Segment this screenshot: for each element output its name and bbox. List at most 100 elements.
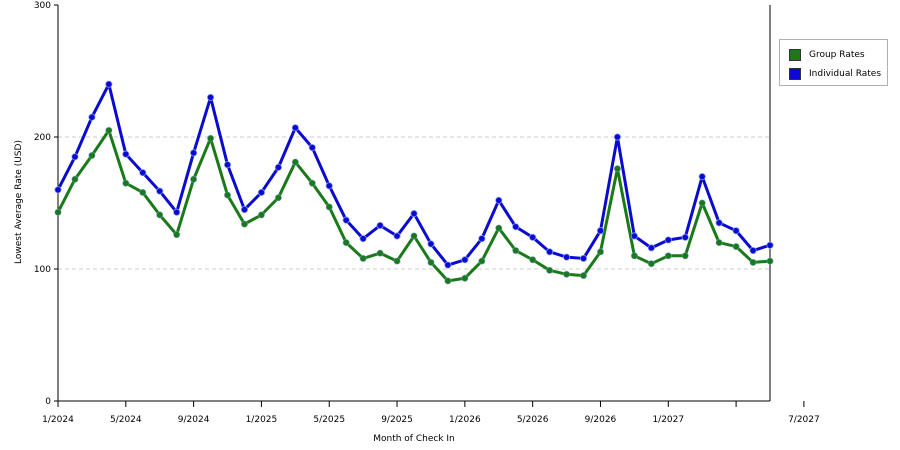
x-tick-label-9-2024: 9/2024 bbox=[178, 415, 210, 425]
point-individual-rates-15 bbox=[308, 143, 316, 152]
point-individual-rates-32 bbox=[596, 227, 605, 235]
point-group-rates-13 bbox=[274, 194, 282, 202]
point-group-rates-27 bbox=[512, 246, 520, 255]
x-tick-label-5-2024: 5/2024 bbox=[110, 415, 142, 425]
y-tick-label-200: 200 bbox=[34, 133, 51, 143]
x-tick-label-1-2026: 1/2026 bbox=[449, 415, 481, 425]
point-individual-rates-31 bbox=[579, 254, 588, 263]
point-individual-rates-19 bbox=[376, 221, 384, 230]
legend: Group Rates Individual Rates bbox=[779, 39, 888, 86]
point-individual-rates-12 bbox=[257, 188, 266, 197]
point-individual-rates-25 bbox=[478, 235, 486, 243]
point-group-rates-35 bbox=[647, 260, 655, 268]
point-group-rates-4 bbox=[122, 179, 130, 187]
point-group-rates-34 bbox=[630, 252, 638, 260]
point-group-rates-22 bbox=[427, 258, 435, 266]
point-individual-rates-16 bbox=[325, 182, 333, 190]
point-individual-rates-13 bbox=[274, 163, 282, 171]
point-individual-rates-6 bbox=[156, 187, 164, 195]
point-individual-rates-37 bbox=[681, 233, 689, 241]
point-individual-rates-10 bbox=[223, 161, 232, 169]
point-group-rates-41 bbox=[749, 258, 757, 266]
point-individual-rates-18 bbox=[359, 235, 367, 243]
point-group-rates-40 bbox=[732, 242, 740, 251]
point-group-rates-26 bbox=[495, 224, 503, 232]
point-individual-rates-4 bbox=[122, 150, 130, 158]
point-individual-rates-20 bbox=[393, 232, 401, 240]
point-group-rates-20 bbox=[393, 257, 401, 265]
x-axis-title: Month of Check In bbox=[373, 434, 455, 444]
point-individual-rates-17 bbox=[342, 216, 350, 224]
point-group-rates-10 bbox=[223, 191, 232, 199]
point-group-rates-38 bbox=[698, 199, 706, 207]
legend-label-group-rates: Group Rates bbox=[809, 50, 865, 60]
x-tick-label-9-2026: 9/2026 bbox=[585, 415, 617, 425]
point-individual-rates-42 bbox=[766, 241, 774, 249]
point-individual-rates-30 bbox=[562, 253, 571, 261]
legend-swatch-individual-rates bbox=[789, 68, 801, 80]
point-group-rates-21 bbox=[410, 232, 418, 240]
point-individual-rates-7 bbox=[173, 208, 181, 216]
point-group-rates-30 bbox=[562, 270, 571, 278]
point-group-rates-7 bbox=[173, 231, 181, 239]
point-individual-rates-33 bbox=[613, 133, 622, 141]
point-group-rates-1 bbox=[71, 175, 79, 183]
point-individual-rates-9 bbox=[206, 93, 215, 102]
point-individual-rates-41 bbox=[749, 246, 757, 255]
axes bbox=[57, 5, 771, 402]
point-group-rates-36 bbox=[664, 252, 672, 260]
point-group-rates-18 bbox=[359, 254, 367, 263]
point-group-rates-17 bbox=[342, 239, 350, 247]
point-group-rates-28 bbox=[529, 256, 537, 264]
point-group-rates-25 bbox=[478, 257, 486, 265]
point-individual-rates-22 bbox=[427, 240, 435, 248]
point-individual-rates-21 bbox=[410, 209, 418, 218]
legend-label-individual-rates: Individual Rates bbox=[809, 69, 882, 79]
point-group-rates-32 bbox=[596, 248, 605, 256]
y-axis-ticks: 0 100 200 300 bbox=[34, 1, 58, 407]
point-individual-rates-14 bbox=[291, 124, 299, 132]
point-individual-rates-35 bbox=[647, 244, 655, 252]
point-group-rates-19 bbox=[376, 249, 384, 257]
gridlines bbox=[58, 136, 770, 270]
point-individual-rates-26 bbox=[495, 196, 503, 204]
x-tick-label-7-2027: 7/2027 bbox=[788, 415, 820, 425]
point-individual-rates-27 bbox=[512, 223, 520, 231]
y-axis-title: Lowest Average Rate (USD) bbox=[14, 140, 24, 264]
point-individual-rates-28 bbox=[529, 233, 537, 241]
point-group-rates-16 bbox=[325, 203, 333, 211]
point-individual-rates-5 bbox=[139, 169, 147, 177]
point-group-rates-12 bbox=[257, 211, 266, 219]
point-group-rates-14 bbox=[291, 158, 299, 166]
legend-item-individual-rates: Individual Rates bbox=[789, 67, 881, 81]
legend-item-group-rates: Group Rates bbox=[789, 48, 865, 62]
point-individual-rates-0 bbox=[54, 186, 62, 194]
series-line-group-rates bbox=[56, 128, 771, 283]
point-individual-rates-1 bbox=[71, 153, 79, 161]
point-group-rates-24 bbox=[461, 274, 469, 282]
point-individual-rates-39 bbox=[715, 219, 723, 227]
point-individual-rates-23 bbox=[444, 261, 452, 269]
x-tick-label-1-2025: 1/2025 bbox=[246, 415, 278, 425]
point-group-rates-5 bbox=[139, 188, 147, 197]
point-individual-rates-29 bbox=[546, 248, 554, 256]
point-group-rates-33 bbox=[613, 165, 622, 173]
point-group-rates-3 bbox=[105, 126, 113, 134]
point-group-rates-23 bbox=[444, 277, 452, 285]
point-group-rates-8 bbox=[190, 175, 198, 183]
series-layer bbox=[54, 80, 774, 285]
point-group-rates-0 bbox=[54, 208, 62, 216]
x-axis-ticks: 1/2024 5/2024 9/2024 1/2025 5/2025 9/2025 1/20… bbox=[42, 401, 820, 425]
series-group-rates bbox=[54, 126, 774, 285]
point-group-rates-15 bbox=[308, 179, 316, 187]
point-group-rates-39 bbox=[715, 239, 723, 247]
point-group-rates-37 bbox=[681, 252, 689, 260]
point-group-rates-9 bbox=[206, 134, 215, 142]
x-tick-label-5-2026: 5/2026 bbox=[517, 415, 549, 425]
point-individual-rates-3 bbox=[105, 80, 113, 88]
point-group-rates-42 bbox=[766, 257, 774, 265]
legend-swatch-group-rates bbox=[789, 49, 801, 61]
point-individual-rates-24 bbox=[461, 256, 469, 264]
point-individual-rates-11 bbox=[240, 206, 249, 214]
